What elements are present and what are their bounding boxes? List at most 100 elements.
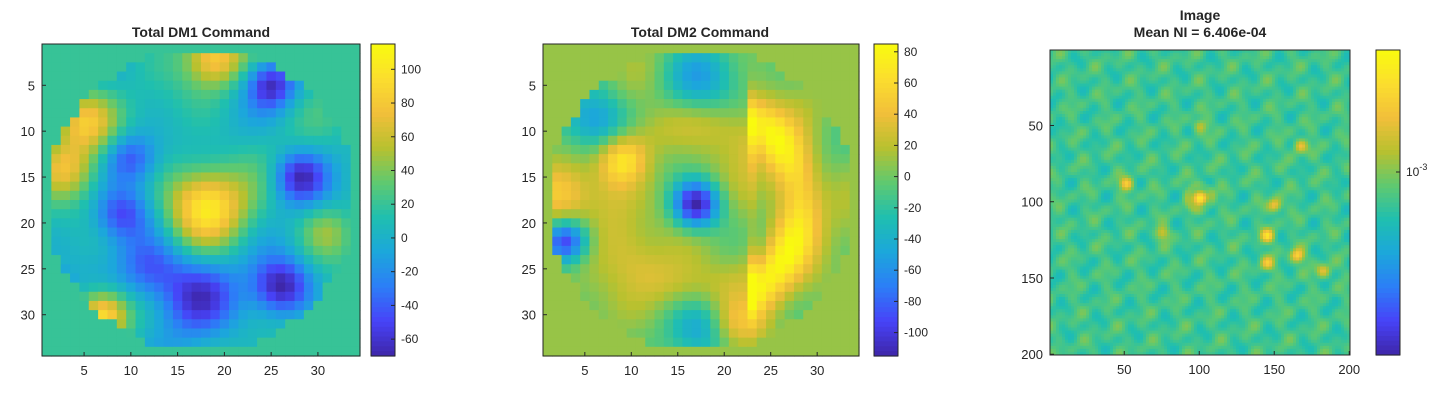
heatmap-cell	[831, 136, 841, 146]
heatmap-cell	[785, 319, 795, 329]
heatmap-cell	[1314, 93, 1318, 97]
heatmap-cell	[682, 163, 692, 173]
heatmap-cell	[1218, 74, 1222, 78]
heatmap-cell	[636, 319, 646, 329]
heatmap-cell	[98, 99, 108, 109]
heatmap-cell	[1287, 81, 1291, 85]
heatmap-cell	[664, 127, 674, 137]
heatmap-cell	[580, 72, 590, 82]
heatmap-cell	[794, 200, 804, 210]
heatmap-cell	[313, 228, 323, 238]
heatmap-cell	[645, 99, 655, 109]
heatmap-cell	[332, 90, 342, 100]
heatmap-cell	[220, 136, 230, 146]
heatmap-cell	[1071, 111, 1075, 115]
heatmap-cell	[729, 338, 739, 348]
heatmap-cell	[1194, 77, 1198, 81]
heatmap-cell	[692, 237, 702, 247]
heatmap-cell	[543, 117, 553, 127]
heatmap-cell	[589, 163, 599, 173]
heatmap-cell	[785, 301, 795, 311]
heatmap-cell	[1137, 68, 1141, 72]
heatmap-cell	[1128, 77, 1132, 81]
heatmap-cell	[70, 301, 80, 311]
heatmap-cell	[238, 292, 248, 302]
heatmap-cell	[42, 99, 52, 109]
heatmap-cell	[248, 200, 258, 210]
heatmap-cell	[1227, 62, 1231, 66]
heatmap-cell	[655, 163, 665, 173]
heatmap-cell	[1182, 96, 1186, 100]
heatmap-cell	[1242, 120, 1246, 124]
heatmap-cell	[710, 209, 720, 219]
heatmap-cell	[757, 44, 767, 54]
heatmap-cell	[1221, 56, 1225, 60]
heatmap-cell	[710, 81, 720, 91]
heatmap-cell	[1320, 74, 1324, 78]
heatmap-cell	[766, 154, 776, 164]
heatmap-cell	[720, 62, 730, 72]
heatmap-cell	[1083, 111, 1087, 115]
heatmap-cell	[1170, 50, 1174, 54]
heatmap-cell	[136, 90, 146, 100]
heatmap-cell	[98, 328, 108, 338]
heatmap-cell	[1191, 111, 1195, 115]
colorbar-segment	[874, 107, 898, 112]
heatmap-cell	[1287, 96, 1291, 100]
heatmap-cell	[636, 246, 646, 256]
heatmap-cell	[1296, 90, 1300, 94]
heatmap-cell	[1203, 50, 1207, 54]
heatmap-cell	[1230, 93, 1234, 97]
heatmap-cell	[1230, 120, 1234, 124]
heatmap-cell	[543, 338, 553, 348]
heatmap-cell	[747, 273, 757, 283]
heatmap-cell	[617, 99, 627, 109]
heatmap-cell	[627, 44, 637, 54]
heatmap-cell	[1125, 50, 1129, 54]
heatmap-cell	[803, 273, 813, 283]
heatmap-cell	[617, 163, 627, 173]
heatmap-cell	[1140, 74, 1144, 78]
heatmap-cell	[803, 347, 813, 357]
heatmap-cell	[785, 338, 795, 348]
heatmap-cell	[1191, 65, 1195, 69]
heatmap-cell	[1236, 99, 1240, 103]
heatmap-cell	[1278, 68, 1282, 72]
heatmap-cell	[192, 273, 202, 283]
heatmap-cell	[1050, 68, 1054, 72]
heatmap-cell	[1299, 120, 1303, 124]
heatmap-cell	[1197, 77, 1201, 81]
heatmap-cell	[738, 154, 748, 164]
heatmap-cell	[1341, 102, 1345, 106]
heatmap-cell	[1200, 90, 1204, 94]
heatmap-cell	[1095, 77, 1099, 81]
heatmap-cell	[1251, 114, 1255, 118]
heatmap-cell	[1188, 99, 1192, 103]
heatmap-cell	[126, 145, 136, 155]
heatmap-cell	[313, 81, 323, 91]
heatmap-cell	[1275, 74, 1279, 78]
heatmap-cell	[1245, 65, 1249, 69]
heatmap-cell	[1137, 87, 1141, 91]
heatmap-cell	[1266, 96, 1270, 100]
heatmap-cell	[645, 218, 655, 228]
heatmap-cell	[1101, 62, 1105, 66]
heatmap-cell	[1218, 117, 1222, 121]
heatmap-cell	[1299, 117, 1303, 121]
heatmap-cell	[1263, 74, 1267, 78]
heatmap-cell	[562, 191, 572, 201]
heatmap-cell	[154, 347, 164, 357]
heatmap-cell	[173, 246, 183, 256]
heatmap-cell	[182, 237, 192, 247]
heatmap-cell	[673, 154, 683, 164]
heatmap-cell	[42, 163, 52, 173]
heatmap-cell	[304, 209, 314, 219]
heatmap-cell	[1215, 114, 1219, 118]
heatmap-cell	[729, 328, 739, 338]
heatmap-cell	[154, 154, 164, 164]
heatmap-cell	[201, 145, 211, 155]
heatmap-cell	[257, 328, 267, 338]
heatmap-cell	[341, 347, 351, 357]
heatmap-cell	[1218, 53, 1222, 57]
heatmap-cell	[323, 72, 333, 82]
